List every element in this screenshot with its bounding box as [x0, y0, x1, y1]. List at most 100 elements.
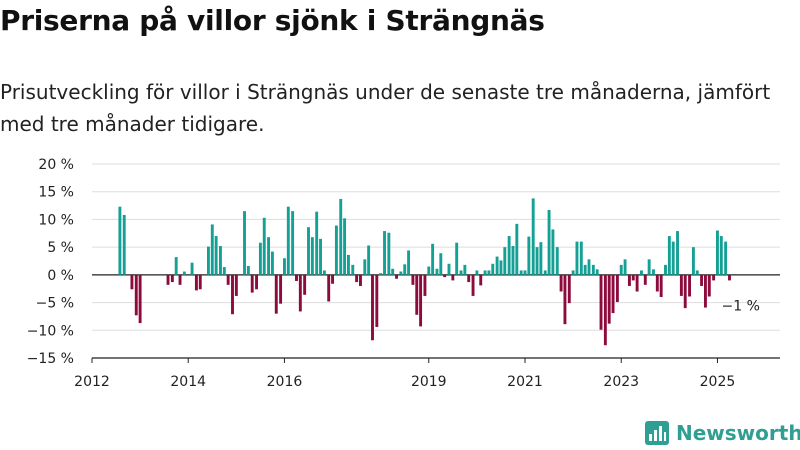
bar: [198, 274, 202, 290]
bar: [467, 274, 471, 283]
bar: [491, 263, 495, 275]
bar: [664, 264, 667, 275]
bar: [327, 274, 331, 302]
bar: [319, 238, 322, 275]
bar: [700, 274, 704, 286]
bar: [415, 274, 419, 315]
bar: [535, 247, 539, 275]
y-tick-label: 5 %: [47, 240, 74, 256]
x-tick-label: 2019: [411, 374, 447, 390]
bar: [691, 247, 695, 275]
bar: [166, 274, 170, 285]
bar: [555, 247, 559, 275]
bar: [607, 274, 611, 324]
bar: [383, 231, 386, 275]
bar: [479, 274, 483, 286]
bar: [595, 269, 599, 275]
bar: [599, 274, 603, 330]
bar: [511, 246, 515, 275]
bar: [503, 247, 507, 275]
bar: [431, 243, 435, 275]
bar: [575, 241, 579, 275]
bar: [567, 274, 571, 304]
bar: [214, 236, 218, 275]
bar: [234, 274, 238, 296]
bar: [359, 274, 362, 286]
bar: [363, 259, 367, 275]
bar: [379, 273, 383, 275]
bar: [547, 210, 551, 275]
bar: [246, 265, 250, 275]
bar: [262, 217, 266, 275]
bar: [427, 266, 431, 275]
bar: [499, 260, 503, 275]
x-tick-label: 2012: [74, 374, 110, 390]
bar: [331, 274, 335, 284]
last-value-annotation: −1 %: [722, 298, 760, 314]
x-tick-label: 2016: [267, 374, 303, 390]
bar: [679, 274, 683, 296]
bar: [174, 257, 178, 275]
bar: [676, 231, 679, 275]
x-axis-labels: 2012 2014 2016 2019 2021 2023 2025: [74, 358, 735, 390]
bar: [623, 259, 627, 275]
bar: [178, 274, 182, 285]
y-tick-label: −15 %: [27, 351, 74, 367]
bar: [391, 268, 395, 275]
bar: [295, 274, 298, 281]
y-tick-label: 0 %: [47, 268, 74, 284]
page-title: Priserna på villor sjönk i Strängnäs: [0, 4, 545, 37]
bar: [182, 271, 186, 275]
bar: [559, 274, 563, 292]
bar: [219, 246, 222, 275]
bar: [579, 241, 583, 275]
bar: [395, 274, 398, 279]
bar: [222, 267, 226, 275]
y-tick-label: −10 %: [27, 323, 74, 339]
x-tick-label: 2021: [507, 374, 543, 390]
bar: [291, 211, 295, 275]
bar: [627, 274, 631, 286]
bar: [322, 270, 326, 275]
annotations: −1 %: [722, 298, 760, 314]
bar: [712, 274, 716, 281]
bar: [339, 198, 343, 275]
bar: [635, 274, 639, 292]
bar: [371, 274, 374, 341]
bar: [255, 274, 258, 290]
bar: [724, 241, 728, 275]
bar: [170, 274, 174, 283]
chart-subtitle: Prisutveckling för villor i Strängnäs un…: [0, 80, 771, 136]
bar: [483, 270, 487, 275]
bar-chart: 20 %15 %10 %5 %0 %−5 %−10 %−15 % 2012 201…: [27, 157, 780, 390]
bar: [399, 271, 403, 275]
bar: [351, 264, 355, 275]
bar: [639, 270, 643, 275]
bar: [591, 264, 595, 275]
bar: [334, 225, 338, 275]
bar: [487, 270, 491, 275]
bar: [439, 253, 443, 275]
bar: [243, 211, 246, 275]
y-tick-label: −5 %: [36, 296, 74, 312]
bar: [515, 223, 519, 275]
bar: [671, 241, 675, 275]
bar: [138, 274, 142, 324]
bar: [527, 236, 531, 275]
y-tick-label: 20 %: [38, 157, 74, 173]
bar: [231, 274, 234, 315]
x-tick-label: 2023: [603, 374, 639, 390]
bar: [226, 274, 230, 285]
bar: [250, 274, 254, 293]
bar: [543, 270, 547, 275]
bar: [583, 264, 587, 275]
bar: [703, 274, 707, 308]
bar: [631, 274, 635, 281]
brand-name: Newsworthy: [676, 421, 800, 445]
bar: [403, 264, 407, 275]
bar: [423, 274, 427, 296]
bar: [367, 245, 371, 275]
bar: [716, 230, 719, 275]
bar: [206, 246, 210, 275]
bar: [519, 270, 523, 275]
